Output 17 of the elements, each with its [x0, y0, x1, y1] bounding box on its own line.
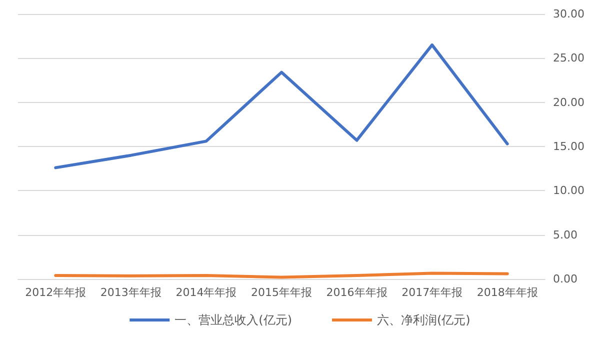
legend-label: 一、营业总收入(亿元) — [174, 313, 292, 327]
legend-label: 六、净利润(亿元) — [377, 313, 470, 327]
line-series — [54, 43, 509, 170]
y-tick-label: 25.00 — [553, 52, 584, 65]
x-tick-label: 2017年年报 — [402, 286, 463, 299]
y-tick-label: 5.00 — [553, 228, 578, 242]
y-tick-label: 15.00 — [553, 140, 584, 153]
x-tick-label: 2014年年报 — [176, 286, 237, 299]
x-tick-label: 2015年年报 — [251, 286, 312, 299]
x-tick-label: 2012年年报 — [25, 286, 86, 299]
y-tick-label: 10.00 — [553, 184, 584, 198]
x-tick-label: 2016年年报 — [326, 286, 388, 299]
y-tick-label: 30.00 — [553, 8, 584, 20]
y-tick-label: 20.00 — [553, 96, 584, 109]
y-tick-label: 0.00 — [553, 272, 578, 286]
x-tick-label: 2013年年报 — [100, 286, 162, 299]
x-tick-label: 2018年年报 — [476, 286, 538, 299]
